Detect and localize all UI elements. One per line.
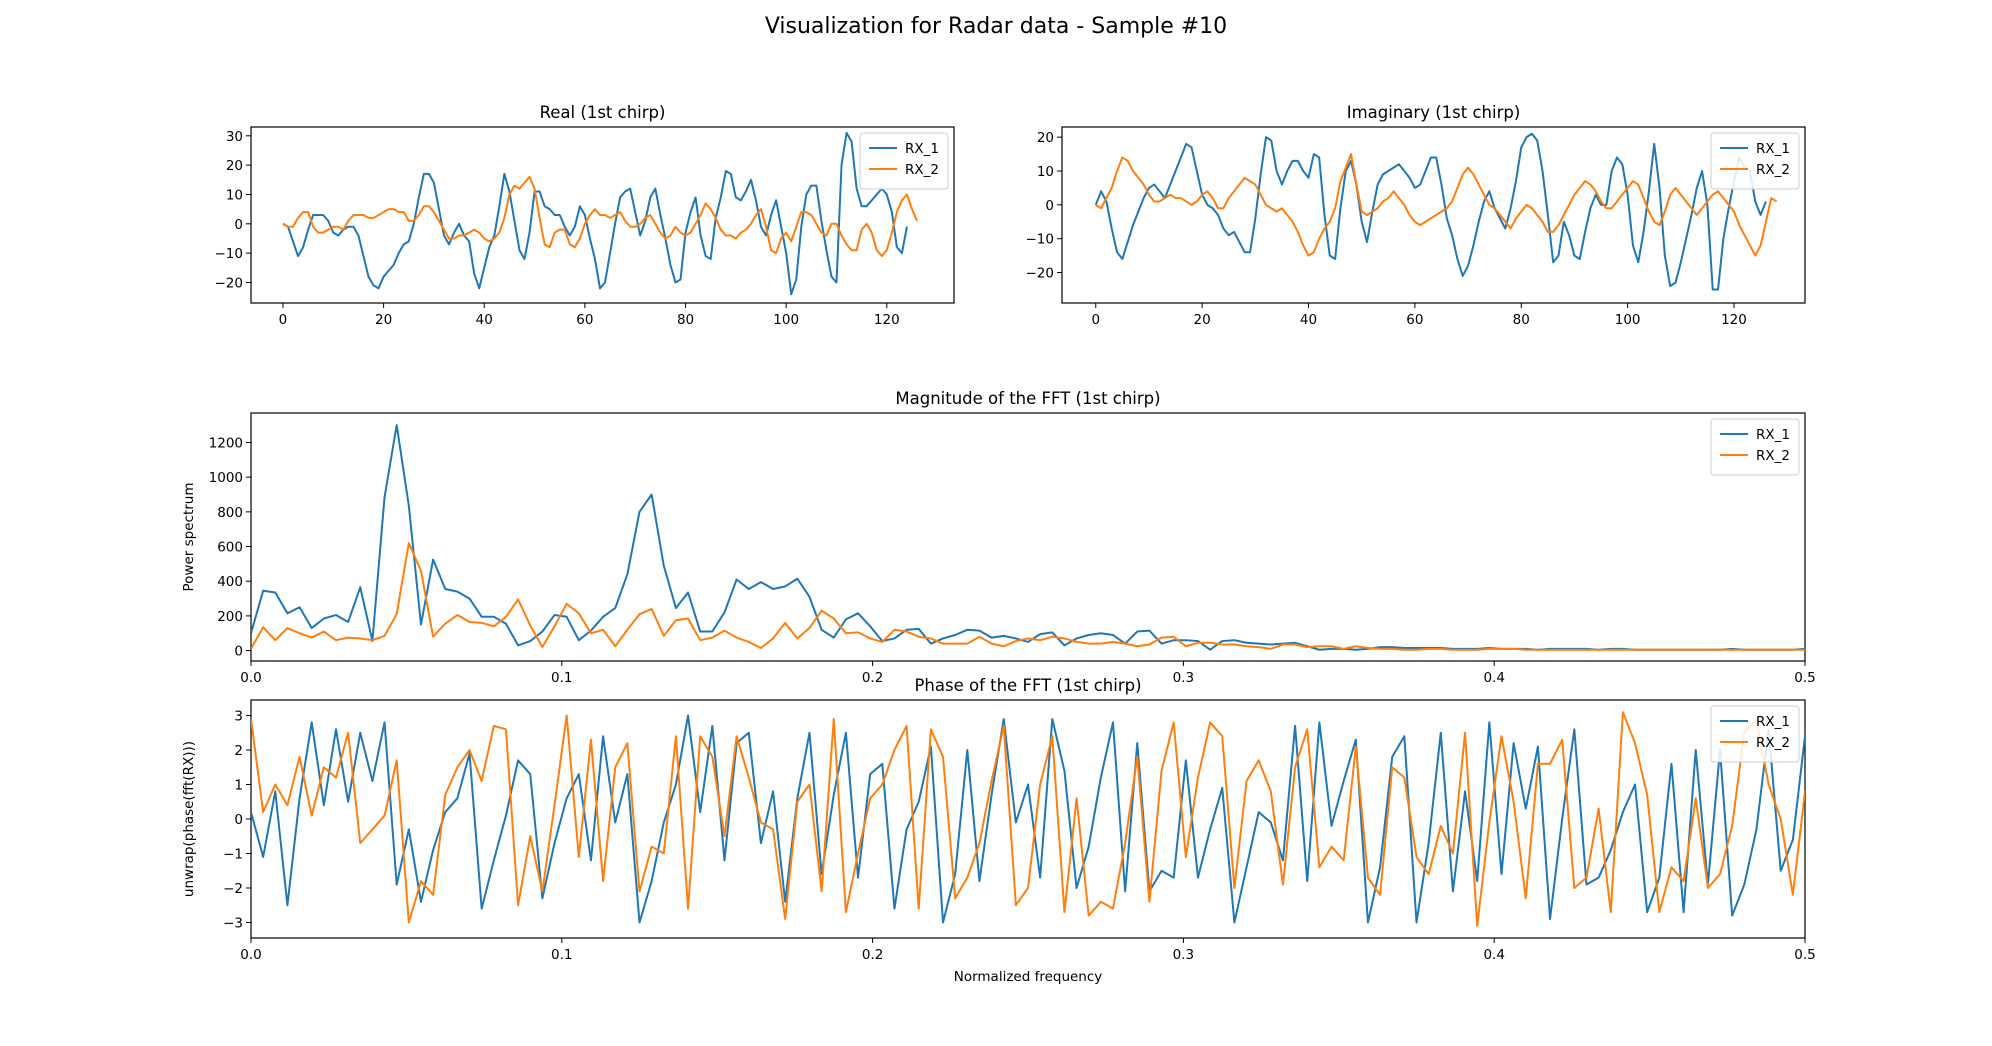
phase-series-rx1-line — [251, 714, 1805, 924]
phase-x-tick-label: 0.0 — [240, 947, 261, 963]
imag-legend: RX_1 RX_2 — [1710, 132, 1800, 190]
imag-legend-label: RX_2 — [1756, 162, 1790, 178]
mag-chart-title: Magnitude of the FFT (1st chirp) — [895, 389, 1160, 408]
phase-x-tick-label: 0.1 — [551, 947, 572, 963]
imag-x-tick-label: 120 — [1721, 312, 1747, 328]
phase-plot-area — [251, 711, 1805, 927]
real-x-tick-label: 100 — [773, 312, 799, 328]
real-legend-label: RX_2 — [905, 162, 939, 178]
real-x-tick-label: 80 — [677, 312, 694, 328]
mag-y-tick-label: 800 — [217, 505, 243, 521]
phase-x-tick-label: 0.5 — [1794, 947, 1815, 963]
real-series-rx2-line — [282, 175, 918, 258]
mag-x-tick-label: 0.5 — [1794, 670, 1815, 686]
imag-chart-title: Imaginary (1st chirp) — [1347, 103, 1521, 122]
imag-y-tick-label: −10 — [1026, 232, 1055, 248]
phase-x-tick-label: 0.3 — [1173, 947, 1194, 963]
imag-axes-frame — [1061, 126, 1806, 304]
mag-y-tick-label: 1000 — [209, 470, 243, 486]
imag-x-tick-label: 20 — [1194, 312, 1211, 328]
mag-legend-label: RX_2 — [1756, 448, 1790, 464]
imag-plot-area — [1094, 132, 1778, 291]
phase-y-tick-label: 1 — [234, 778, 243, 794]
real-legend-label: RX_1 — [905, 141, 939, 157]
real-x-tick-label: 40 — [476, 312, 493, 328]
mag-x-tick-label: 0.4 — [1483, 670, 1504, 686]
phase-series-rx2-line — [251, 711, 1805, 927]
mag-legend: RX_1 RX_2 — [1710, 418, 1800, 476]
phase-legend-label: RX_2 — [1756, 735, 1790, 751]
real-legend: RX_1 RX_2 — [859, 132, 949, 190]
real-y-tick-label: 30 — [226, 129, 243, 145]
real-y-tick-label: 10 — [226, 187, 243, 203]
mag-plot-area — [251, 424, 1805, 651]
imag-x-tick-label: 40 — [1300, 312, 1317, 328]
imag-legend-label: RX_1 — [1756, 141, 1790, 157]
imag-series-rx1-line — [1094, 132, 1767, 291]
real-plot-area — [282, 131, 918, 296]
imag-series-rx2-line — [1095, 153, 1778, 257]
mag-x-tick-label: 0.3 — [1173, 670, 1194, 686]
mag-series-rx2-line — [251, 542, 1805, 651]
real-series-rx1-line — [282, 131, 908, 296]
imag-y-tick-label: 20 — [1037, 130, 1054, 146]
real-chart-panel: Real (1st chirp) 0 20 40 60 80 100 120 −20 −10 0 10… — [215, 103, 955, 328]
real-y-tick-label: 0 — [234, 217, 243, 233]
mag-x-tick-label: 0.2 — [862, 670, 883, 686]
real-y-tick-label: −20 — [215, 275, 244, 291]
mag-y-tick-label: 0 — [234, 644, 243, 660]
phase-y-tick-label: −2 — [223, 881, 243, 897]
mag-axes-frame — [250, 412, 1806, 662]
phase-y-tick-label: −3 — [223, 915, 243, 931]
real-x-tick-label: 0 — [279, 312, 288, 328]
phase-y-tick-label: 3 — [234, 709, 243, 725]
phase-x-tick-label: 0.4 — [1483, 947, 1504, 963]
phase-x-axis-label: Normalized frequency — [954, 969, 1103, 985]
imag-y-tick-label: 0 — [1045, 198, 1054, 214]
phase-chart-title: Phase of the FFT (1st chirp) — [914, 676, 1141, 695]
phase-y-tick-label: 2 — [234, 743, 243, 759]
mag-y-axis-label: Power spectrum — [181, 483, 197, 592]
imaginary-chart-panel: Imaginary (1st chirp)0 20 40 60 80 100 120−20−… — [1026, 103, 1806, 328]
mag-y-tick-label: 400 — [217, 574, 243, 590]
mag-y-tick-label: 200 — [217, 609, 243, 625]
imag-x-tick-label: 60 — [1406, 312, 1423, 328]
phase-x-tick-label: 0.2 — [862, 947, 883, 963]
real-x-tick-label: 20 — [375, 312, 392, 328]
phase-y-axis-label: unwrap(phase(fft(RX))) — [181, 741, 197, 897]
imag-x-tick-label: 80 — [1513, 312, 1530, 328]
phase-y-tick-label: −1 — [223, 846, 243, 862]
phase-legend: RX_1 RX_2 — [1710, 705, 1800, 763]
real-y-tick-label: −10 — [215, 246, 244, 262]
mag-legend-label: RX_1 — [1756, 427, 1790, 443]
mag-y-tick-label: 1200 — [209, 435, 243, 451]
phase-legend-label: RX_1 — [1756, 714, 1790, 730]
figure-suptitle: Visualization for Radar data - Sample #1… — [764, 14, 1228, 39]
imag-y-tick-label: −20 — [1026, 266, 1055, 282]
mag-y-tick-label: 600 — [217, 540, 243, 556]
real-chart-title: Real (1st chirp) — [540, 103, 666, 122]
real-x-tick-label: 120 — [874, 312, 900, 328]
phase-y-tick-label: 0 — [234, 812, 243, 828]
imag-y-tick-label: 10 — [1037, 164, 1054, 180]
magnitude-fft-panel: Magnitude of the FFT (1st chirp) 0.0 0.1 0.… — [181, 389, 1816, 686]
mag-x-tick-label: 0.1 — [551, 670, 572, 686]
phase-axes-frame — [250, 699, 1806, 939]
real-y-tick-label: 20 — [226, 158, 243, 174]
real-x-tick-label: 60 — [576, 312, 593, 328]
mag-x-tick-label: 0.0 — [240, 670, 261, 686]
imag-x-tick-label: 0 — [1091, 312, 1100, 328]
imag-x-tick-label: 100 — [1615, 312, 1641, 328]
phase-fft-panel: Phase of the FFT (1st chirp) 0.0 0.1 0.2 0.3… — [181, 676, 1816, 985]
